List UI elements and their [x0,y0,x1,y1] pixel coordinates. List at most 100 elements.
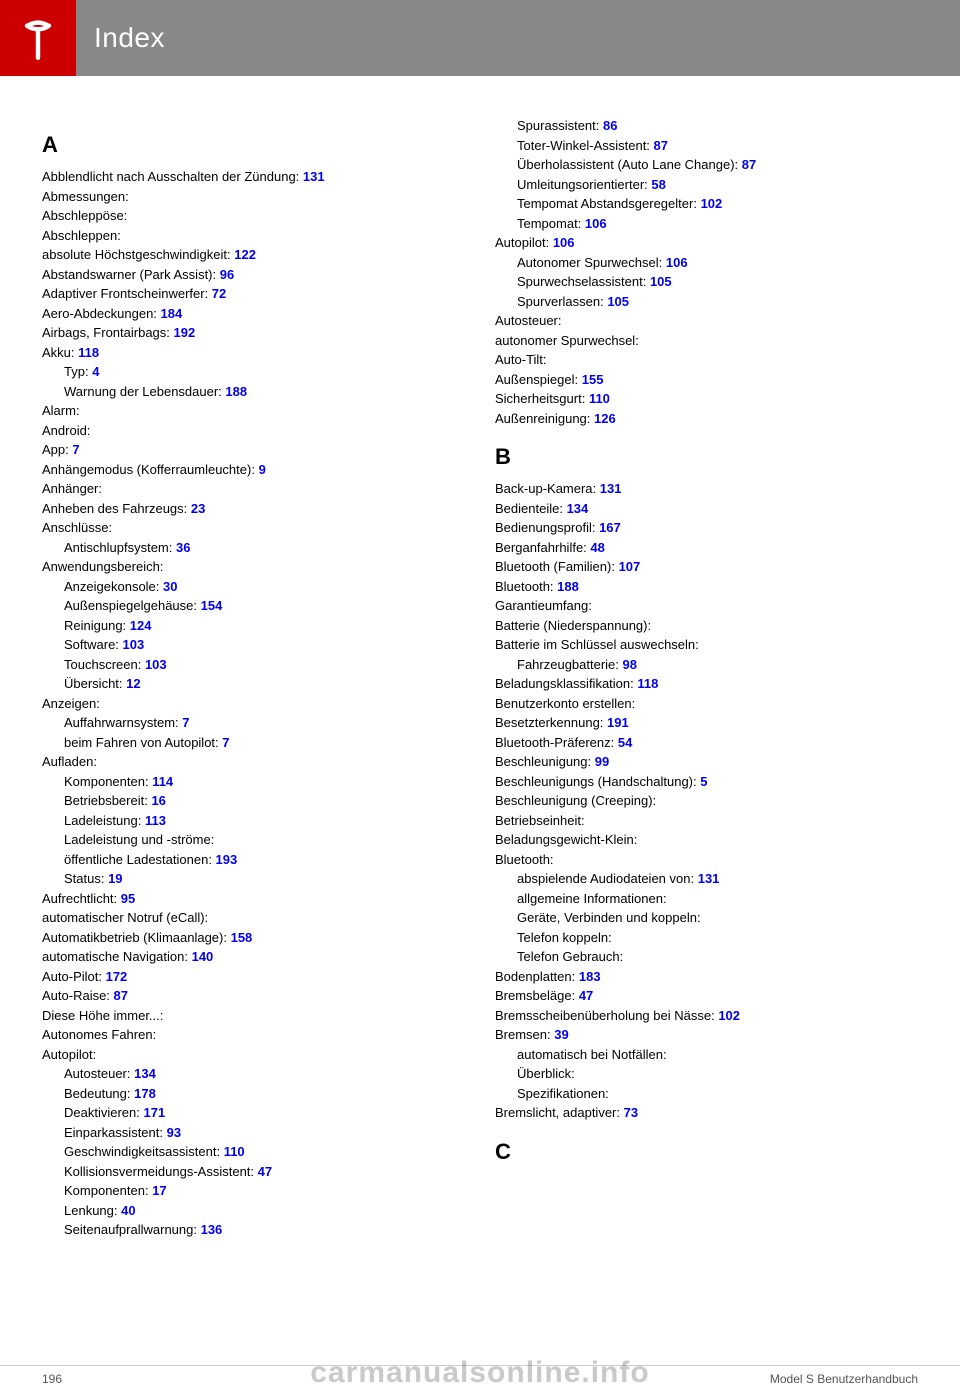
page-link[interactable]: 5 [700,774,707,789]
index-entry: Umleitungsorientierter: 58 [517,175,918,195]
page-link[interactable]: 96 [220,267,234,282]
page-link[interactable]: 192 [174,325,196,340]
entry-label: Antischlupfsystem: [64,540,176,555]
page-link[interactable]: 183 [579,969,601,984]
page-link[interactable]: 17 [152,1183,166,1198]
entry-label: App: [42,442,72,457]
entry-label: Benutzerkonto erstellen: [495,696,635,711]
page-link[interactable]: 105 [607,294,629,309]
page-link[interactable]: 106 [553,235,575,250]
page-link[interactable]: 172 [106,969,128,984]
page-link[interactable]: 98 [623,657,637,672]
page-link[interactable]: 58 [651,177,665,192]
page-link[interactable]: 103 [145,657,167,672]
page-link[interactable]: 110 [224,1144,245,1159]
page-link[interactable]: 126 [594,411,616,426]
page-link[interactable]: 131 [698,871,720,886]
page-link[interactable]: 118 [637,676,658,691]
page-link[interactable]: 9 [259,462,266,477]
page-link[interactable]: 87 [114,988,128,1003]
page-link[interactable]: 188 [225,384,247,399]
index-entry: Einparkassistent: 93 [64,1123,465,1143]
page-link[interactable]: 118 [78,345,99,360]
index-entry: Anzeigen: [42,694,465,714]
page-link[interactable]: 193 [216,852,238,867]
page-link[interactable]: 103 [123,637,145,652]
page-link[interactable]: 188 [557,579,579,594]
page-link[interactable]: 23 [191,501,205,516]
page-link[interactable]: 47 [579,988,593,1003]
page-link[interactable]: 12 [126,676,140,691]
page-link[interactable]: 155 [582,372,604,387]
page-link[interactable]: 106 [585,216,607,231]
page-link[interactable]: 99 [595,754,609,769]
page-link[interactable]: 4 [92,364,99,379]
index-entry: Batterie (Niederspannung): [495,616,918,636]
page-link[interactable]: 114 [152,774,173,789]
entry-label: Berganfahrhilfe: [495,540,590,555]
index-entry: Außenspiegelgehäuse: 154 [64,596,465,616]
page-link[interactable]: 48 [590,540,604,555]
page-link[interactable]: 7 [182,715,189,730]
page-link[interactable]: 110 [589,391,610,406]
right-column: Spurassistent: 86Toter-Winkel-Assistent:… [495,116,918,1240]
page-link[interactable]: 7 [222,735,229,750]
page-link[interactable]: 113 [145,813,166,828]
page-link[interactable]: 73 [624,1105,638,1120]
entry-label: Autopilot: [495,235,553,250]
page-link[interactable]: 154 [201,598,223,613]
entry-label: Überholassistent (Auto Lane Change): [517,157,742,172]
page-link[interactable]: 171 [143,1105,165,1120]
index-entry: Bedienteile: 134 [495,499,918,519]
index-entry: Anhänger: [42,479,465,499]
page-link[interactable]: 87 [654,138,668,153]
page-link[interactable]: 105 [650,274,672,289]
entry-label: Abschleppöse: [42,208,127,223]
tesla-logo [0,0,76,76]
entry-label: abspielende Audiodateien von: [517,871,698,886]
index-entry: Bremslicht, adaptiver: 73 [495,1103,918,1123]
page-link[interactable]: 167 [599,520,621,535]
page-link[interactable]: 19 [108,871,122,886]
page-link[interactable]: 16 [151,793,165,808]
page-link[interactable]: 102 [718,1008,740,1023]
page-link[interactable]: 36 [176,540,190,555]
page-link[interactable]: 102 [701,196,723,211]
page-link[interactable]: 136 [201,1222,223,1237]
entry-label: Bremsbeläge: [495,988,579,1003]
page-link[interactable]: 47 [258,1164,272,1179]
entry-label: Lenkung: [64,1203,121,1218]
entry-label: Automatikbetrieb (Klimaanlage): [42,930,231,945]
index-entry: Tempomat: 106 [517,214,918,234]
page-link[interactable]: 124 [130,618,152,633]
page-link[interactable]: 106 [666,255,688,270]
page-link[interactable]: 39 [554,1027,568,1042]
index-entry: Akku: 118 [42,343,465,363]
entry-label: Airbags, Frontairbags: [42,325,174,340]
page-link[interactable]: 72 [212,286,226,301]
entry-label: Bluetooth (Familien): [495,559,619,574]
page-link[interactable]: 134 [134,1066,156,1081]
page-link[interactable]: 140 [192,949,214,964]
page-link[interactable]: 134 [567,501,589,516]
page-link[interactable]: 54 [618,735,632,750]
page-link[interactable]: 184 [161,306,183,321]
page-link[interactable]: 131 [600,481,622,496]
page-link[interactable]: 93 [167,1125,181,1140]
page-link[interactable]: 191 [607,715,629,730]
page-link[interactable]: 30 [163,579,177,594]
index-entry: Beschleunigung (Creeping): [495,791,918,811]
page-link[interactable]: 107 [619,559,641,574]
page-link[interactable]: 158 [231,930,253,945]
index-entry: Autopilot: [42,1045,465,1065]
index-entry: Software: 103 [64,635,465,655]
page-link[interactable]: 122 [234,247,256,262]
page-link[interactable]: 131 [303,169,325,184]
page-link[interactable]: 7 [72,442,79,457]
page-link[interactable]: 86 [603,118,617,133]
page-link[interactable]: 87 [742,157,756,172]
page-link[interactable]: 40 [121,1203,135,1218]
page-link[interactable]: 95 [121,891,135,906]
page-link[interactable]: 178 [134,1086,156,1101]
entry-label: Tempomat Abstandsgeregelter: [517,196,701,211]
